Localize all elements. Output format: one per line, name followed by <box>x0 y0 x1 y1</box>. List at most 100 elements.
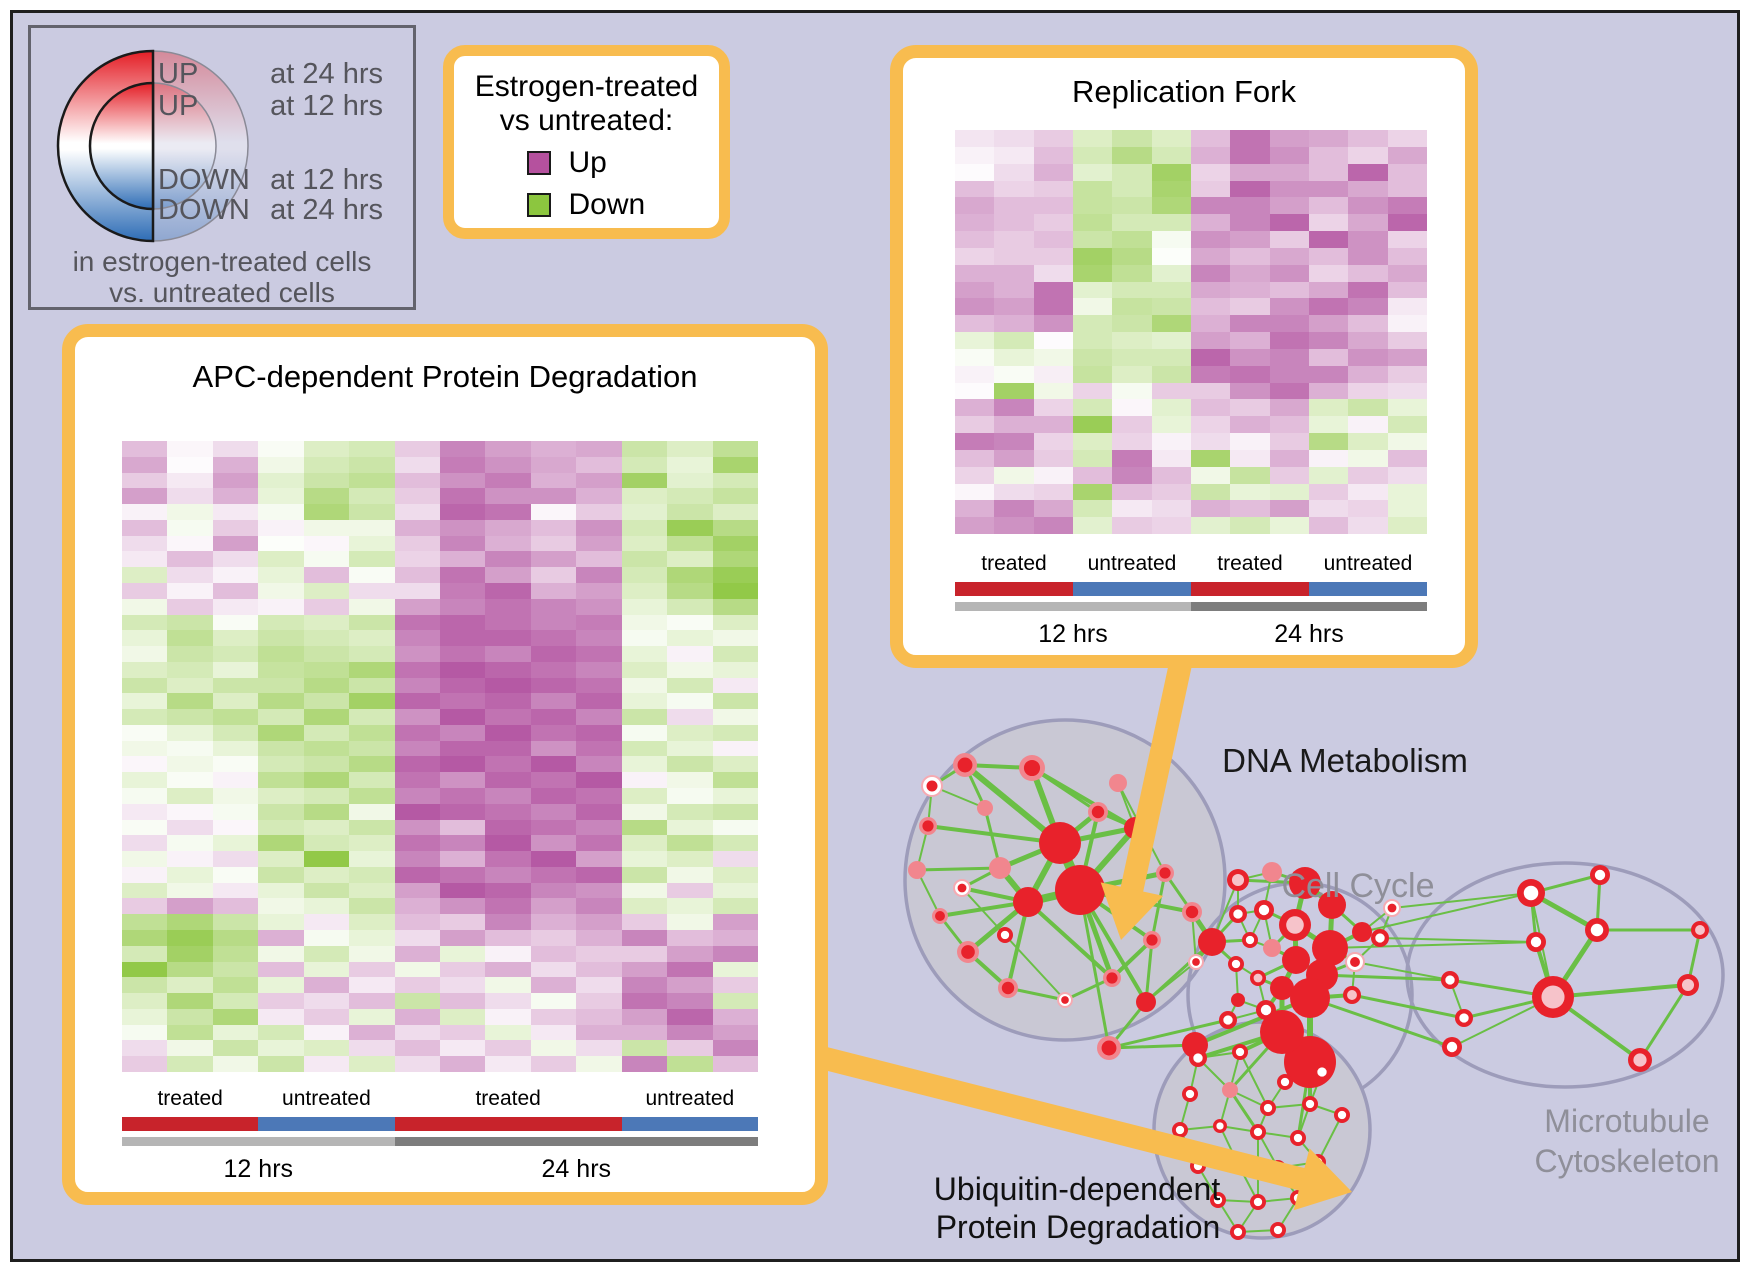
heatmap-cell <box>1269 315 1309 332</box>
heatmap-cell <box>1190 399 1231 417</box>
heatmap-cell <box>1230 214 1270 231</box>
heatmap-cell <box>1112 449 1152 467</box>
heatmap-cell <box>303 630 350 647</box>
heatmap-cell <box>439 1024 486 1041</box>
heatmap-cell <box>167 504 213 520</box>
heatmap-cell <box>1190 146 1231 164</box>
heatmap-cell <box>1387 180 1427 198</box>
heatmap-cell <box>530 945 577 962</box>
heatmap-cell <box>576 961 622 978</box>
heatmap-cell <box>1190 348 1231 366</box>
heatmap-cell <box>1151 433 1191 450</box>
heatmap-cell <box>621 835 668 852</box>
heatmap-cell <box>1230 130 1270 147</box>
heatmap-cell <box>303 993 350 1009</box>
heatmap-cell <box>1230 231 1270 248</box>
heatmap-cell <box>1348 231 1388 248</box>
heatmap-cell <box>485 882 531 899</box>
heatmap-cell <box>303 677 350 694</box>
heatmap-cell <box>1072 247 1113 265</box>
heatmap-cell <box>122 1056 168 1072</box>
heatmap-cell <box>1308 247 1349 265</box>
network-edge <box>1110 938 1154 980</box>
heatmap-cell <box>1112 433 1152 450</box>
heatmap-cell <box>439 724 486 741</box>
heatmap-cell <box>1190 130 1231 147</box>
heatmap-cell <box>955 382 995 400</box>
heatmap-cell <box>994 416 1034 433</box>
heatmap-cell <box>1151 399 1191 417</box>
heatmap-cell <box>530 866 577 883</box>
heatmap-cell <box>667 961 713 978</box>
heatmap-cell <box>1387 416 1427 433</box>
heatmap-cell <box>994 146 1034 164</box>
heatmap-cell <box>1072 281 1113 299</box>
node-solid-red <box>1318 891 1346 919</box>
heatmap-cell <box>349 993 395 1009</box>
heatmap-cell <box>1230 163 1270 181</box>
heatmap-cell <box>122 914 168 931</box>
heatmap-cell <box>212 945 259 962</box>
heatmap-cell <box>994 517 1034 534</box>
heatmap-cell <box>212 740 259 757</box>
apc-time-labels: 12 hrs 24 hrs <box>122 1149 758 1183</box>
heatmap-cell <box>303 1008 350 1025</box>
heatmap-cell <box>1269 180 1309 198</box>
heatmap-cell <box>122 819 168 836</box>
heatmap-cell <box>394 646 440 662</box>
heatmap-cell <box>485 598 531 615</box>
heatmap-cell <box>712 441 758 457</box>
heatmap-cell <box>349 866 395 883</box>
heatmap-cell <box>212 851 259 867</box>
heatmap-cell <box>258 598 304 615</box>
heatmap-cell <box>349 519 395 536</box>
replication-group-labels: treated untreated treated untreated <box>955 552 1427 576</box>
heatmap-cell <box>1190 180 1231 198</box>
heatmap-cell <box>1308 416 1349 433</box>
heatmap-cell <box>621 772 668 789</box>
heatmap-cell <box>994 466 1034 484</box>
cell-cycle-label: Cell Cycle <box>1281 867 1434 905</box>
heatmap-cell <box>621 882 668 899</box>
node-white-core <box>1193 1053 1203 1063</box>
heatmap-cell <box>394 961 440 978</box>
heatmap-cell <box>349 977 395 994</box>
heatmap-cell <box>621 488 668 505</box>
node-white-core <box>1245 935 1255 945</box>
heatmap-cell <box>1112 247 1152 265</box>
heatmap-cell <box>303 582 350 599</box>
heatmap-cell <box>576 866 622 883</box>
heatmap-cell <box>1190 483 1231 501</box>
heatmap-cell <box>712 567 758 583</box>
heatmap-cell <box>576 945 622 962</box>
heatmap-cell <box>122 961 168 978</box>
heatmap-cell <box>485 456 531 473</box>
node-pale-core <box>1633 1053 1647 1067</box>
heatmap-cell <box>1112 483 1152 501</box>
heatmap-cell <box>667 866 713 883</box>
microtubule-ellipse <box>1405 861 1725 1089</box>
heatmap-cell <box>303 819 350 836</box>
heatmap-cell <box>1308 449 1349 467</box>
heatmap-cell <box>1308 231 1349 248</box>
heatmap-cell <box>576 441 622 457</box>
heatmap-cell <box>530 582 577 599</box>
heatmap-cell <box>1190 382 1231 400</box>
heatmap-cell <box>122 1024 168 1041</box>
heatmap-cell <box>439 1008 486 1025</box>
heatmap-cell <box>1230 466 1270 484</box>
heatmap-cell <box>530 961 577 978</box>
heatmap-cell <box>212 535 259 552</box>
heatmap-cell <box>712 1008 758 1025</box>
heatmap-cell <box>576 709 622 725</box>
heatmap-cell <box>1072 416 1113 433</box>
heatmap-cell <box>485 1008 531 1025</box>
heatmap-cell <box>394 551 440 568</box>
heatmap-cell <box>1112 466 1152 484</box>
ring-legend-rows: UP at 24 hrs UP at 12 hrs DOWN at 12 hrs… <box>158 58 383 226</box>
heatmap-cell <box>530 551 577 568</box>
heatmap-cell <box>485 551 531 568</box>
heatmap-cell <box>303 441 350 457</box>
heatmap-cell <box>485 1024 531 1041</box>
heatmap-cell <box>1308 483 1349 501</box>
